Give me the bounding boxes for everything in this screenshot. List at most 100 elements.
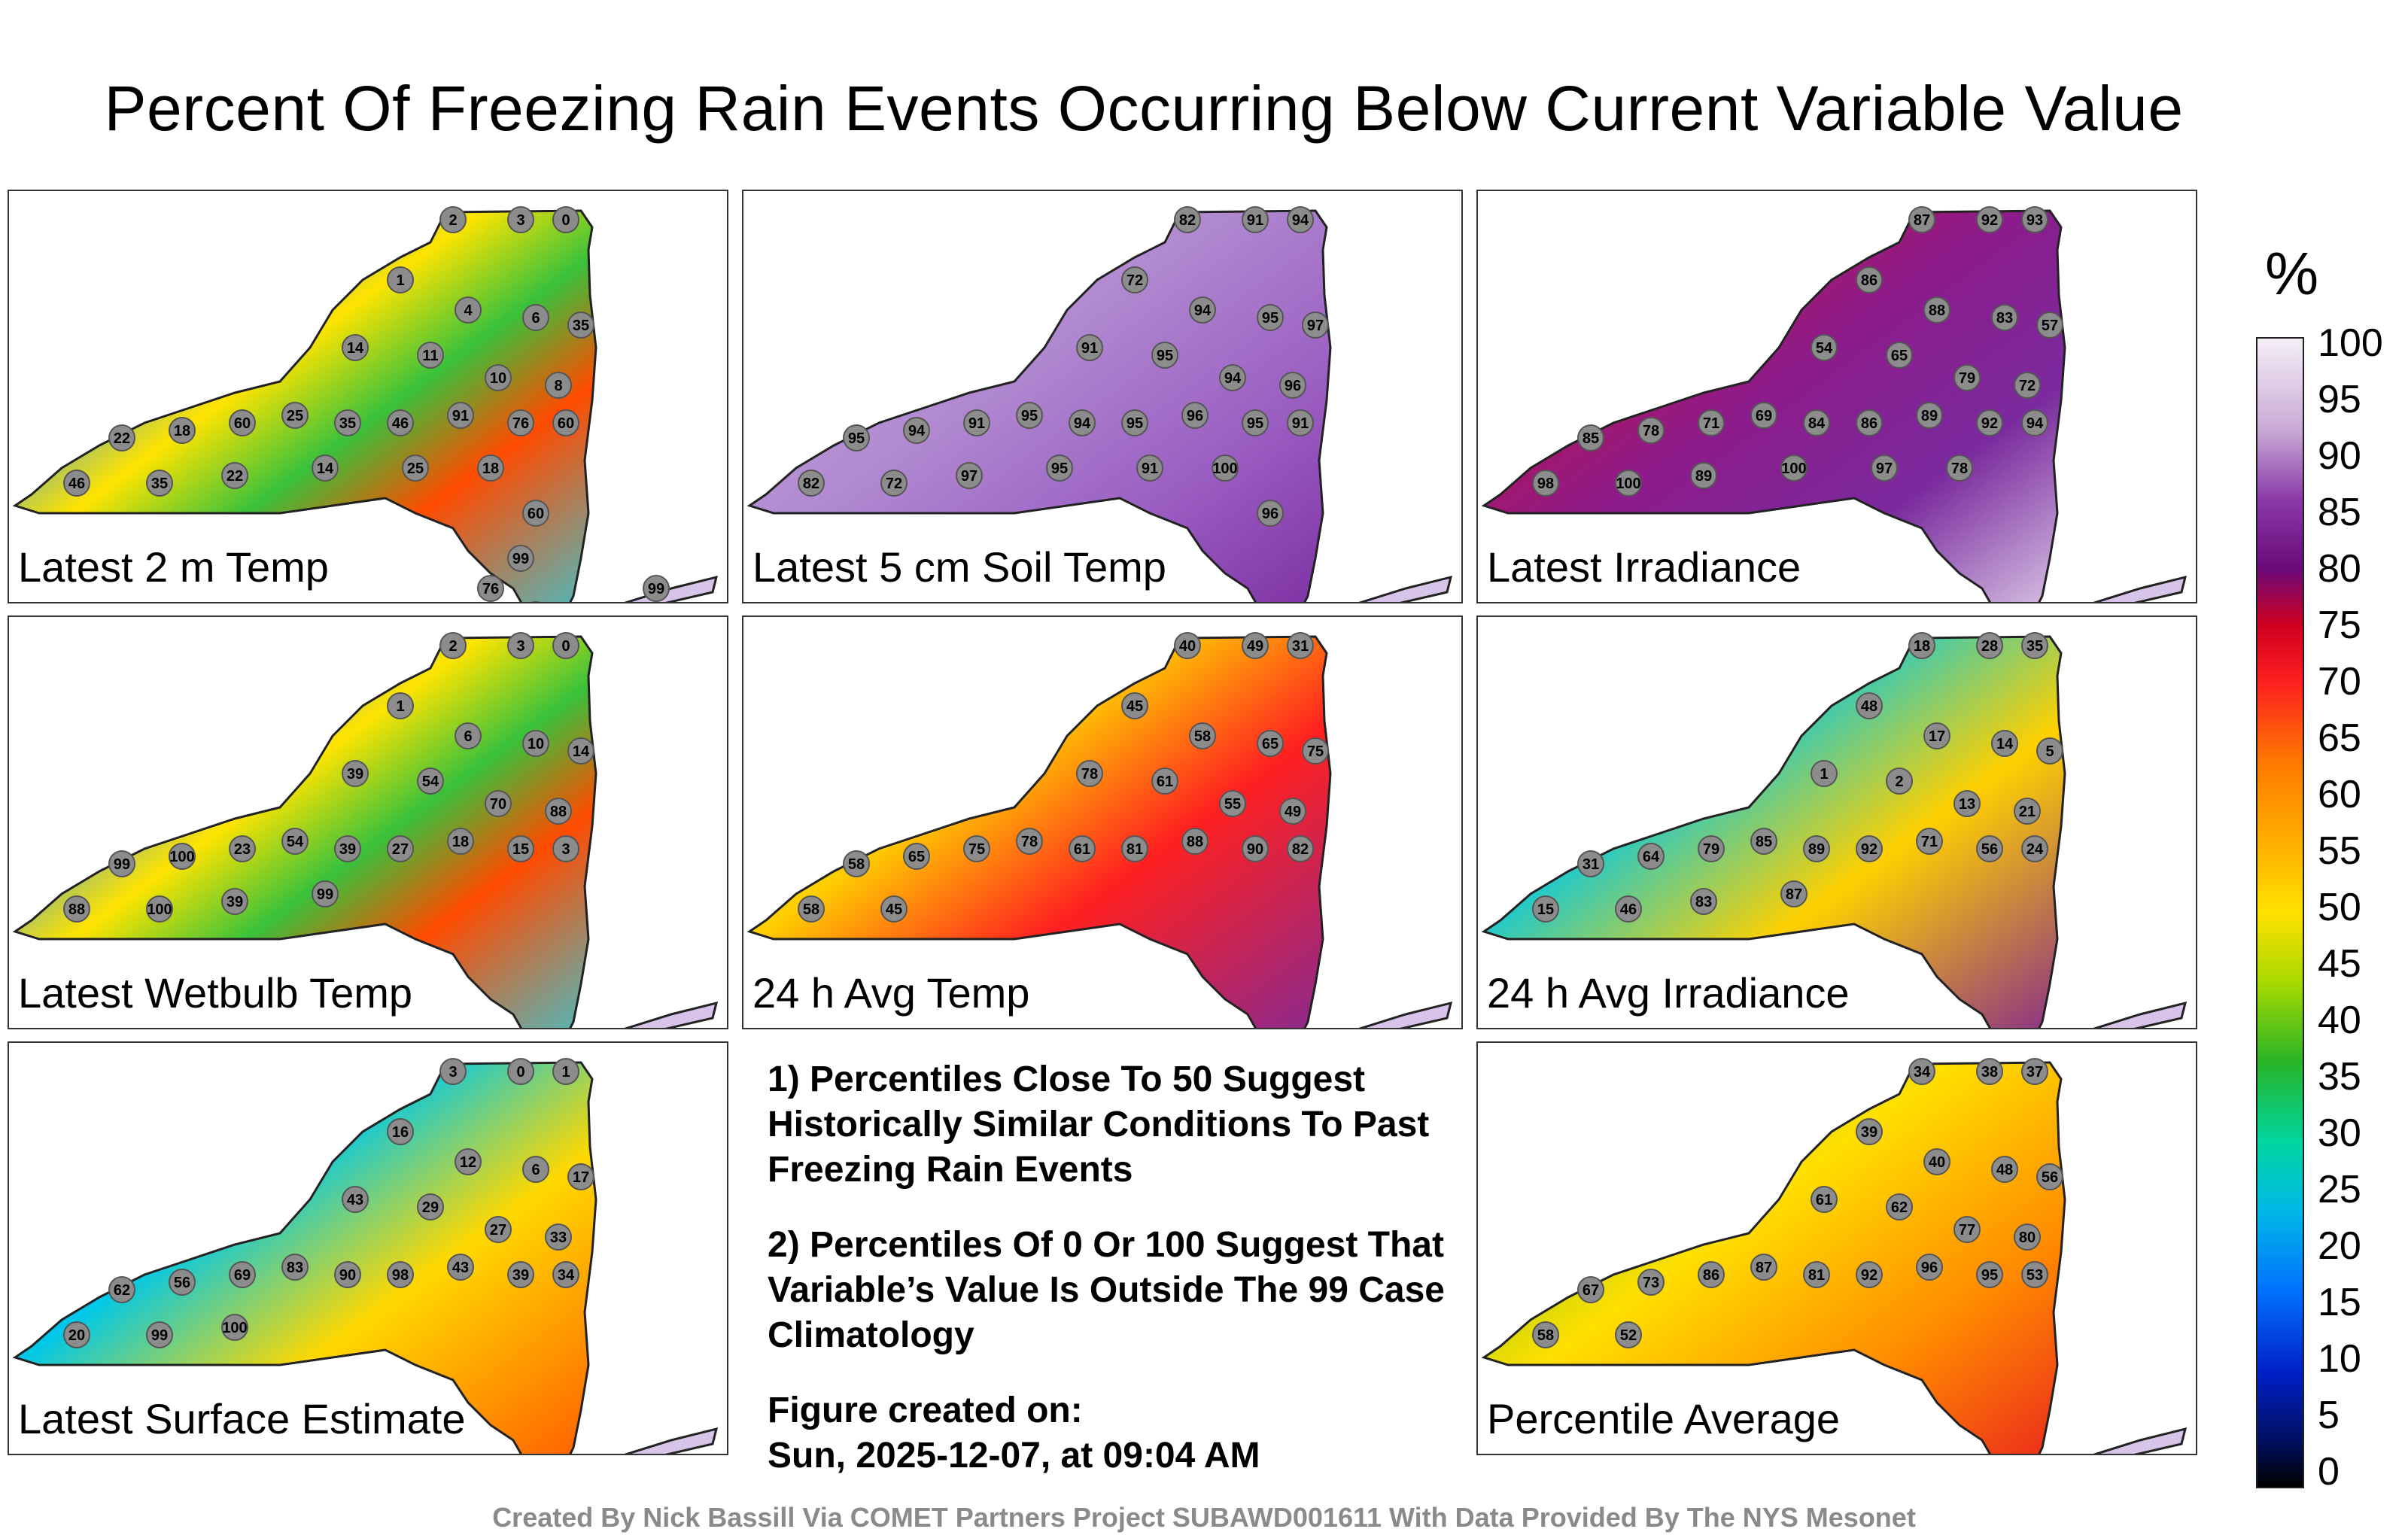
panel-latest-irradiance: 87 92 93 86 88 83 57 54 65 79 72 85 78 71 69 84 86 89 92 94… xyxy=(1476,190,2197,603)
colorbar-tick: 85 xyxy=(2318,491,2361,534)
long-island xyxy=(2093,1427,2188,1454)
station-value: 40 xyxy=(1179,638,1196,655)
station-value: 91 xyxy=(968,415,985,432)
state-outline xyxy=(12,635,597,1028)
station-marker xyxy=(1016,828,1043,855)
station-marker xyxy=(1690,462,1717,489)
station-marker xyxy=(1151,768,1178,795)
station-marker xyxy=(1923,1148,1950,1175)
station-value: 98 xyxy=(392,1267,409,1284)
long-island xyxy=(624,1427,719,1454)
station-value: 92 xyxy=(1981,415,1998,432)
station-value: 71 xyxy=(1703,415,1719,432)
station-marker xyxy=(485,790,512,817)
station-marker xyxy=(1257,304,1284,331)
station-value: 35 xyxy=(2026,638,2043,655)
notes-block: 1) Percentiles Close To 50 Suggest Histo… xyxy=(768,1057,1460,1479)
station-value: 33 xyxy=(550,1230,567,1246)
station-marker xyxy=(312,880,339,907)
station-marker xyxy=(2021,1058,2048,1085)
station-marker xyxy=(387,1261,414,1288)
panel-24h-avg-irradiance: 18 28 35 48 17 14 5 1 2 13 21 31 64 79 85 89 92 71 56 24 15 4… xyxy=(1476,616,2197,1029)
station-value: 78 xyxy=(1081,766,1098,783)
station-marker xyxy=(1287,835,1314,862)
station-value: 0 xyxy=(561,638,570,655)
station-marker xyxy=(387,409,414,436)
station-marker xyxy=(334,409,361,436)
station-value: 73 xyxy=(1643,1275,1659,1291)
station-marker xyxy=(342,334,369,361)
station-value: 89 xyxy=(1921,408,1938,424)
station-marker xyxy=(1871,454,1898,482)
station-marker xyxy=(2021,409,2048,436)
station-value: 16 xyxy=(392,1124,409,1141)
station-value: 0 xyxy=(516,1064,524,1081)
station-marker xyxy=(1069,409,1096,436)
station-value: 31 xyxy=(1292,638,1309,655)
station-value: 58 xyxy=(1194,728,1211,745)
station-marker xyxy=(1803,409,1830,436)
station-value: 1 xyxy=(561,1064,570,1081)
station-value: 65 xyxy=(1262,736,1278,752)
station-marker xyxy=(1242,835,1269,862)
station-value: 70 xyxy=(490,796,506,813)
station-marker xyxy=(507,1261,534,1288)
state-outline xyxy=(1481,209,2066,602)
station-marker xyxy=(1189,296,1216,324)
station-marker xyxy=(1076,334,1103,361)
colorbar-tick: 45 xyxy=(2318,942,2361,986)
station-marker xyxy=(1242,409,1269,436)
station-value: 92 xyxy=(1861,841,1877,858)
station-marker xyxy=(798,895,825,923)
station-value: 85 xyxy=(1756,834,1772,850)
station-marker xyxy=(1908,632,1935,659)
station-value: 87 xyxy=(1756,1260,1772,1276)
station-value: 100 xyxy=(169,849,194,865)
station-value: 76 xyxy=(512,415,529,432)
station-marker xyxy=(1856,409,1883,436)
station-marker xyxy=(281,1254,309,1281)
station-marker xyxy=(507,1058,534,1085)
station-marker xyxy=(334,1261,361,1288)
station-value: 52 xyxy=(1620,1327,1637,1344)
station-marker xyxy=(545,372,572,399)
station-marker xyxy=(522,730,549,757)
station-marker xyxy=(108,1276,135,1303)
station-value: 67 xyxy=(1583,1282,1599,1299)
panel-latest-2m-temp: 2 3 0 1 4 6 35 14 11 10 8 22 18 60 25 35 46 91 76 60 46 35 22 1… xyxy=(8,190,728,603)
created-value: Sun, 2025-12-07, at 09:04 AM xyxy=(768,1436,1260,1476)
station-marker xyxy=(1121,835,1148,862)
station-marker xyxy=(552,632,579,659)
station-marker xyxy=(447,828,474,855)
station-value: 46 xyxy=(1620,901,1637,918)
station-marker xyxy=(507,835,534,862)
map-latest-5cm-soil-temp: 82 91 94 72 94 95 97 91 95 94 96 95 94 91 95 94 95 96 95 91… xyxy=(746,206,1453,602)
station-marker xyxy=(956,462,983,489)
station-marker xyxy=(1953,790,1981,817)
station-value: 58 xyxy=(1537,1327,1554,1344)
station-value: 82 xyxy=(1179,212,1196,229)
station-value: 62 xyxy=(1891,1199,1908,1216)
station-value: 88 xyxy=(1929,302,1945,319)
station-marker xyxy=(1532,1321,1559,1348)
panel-label: Percentile Average xyxy=(1487,1395,1841,1442)
station-value: 17 xyxy=(1929,728,1945,745)
station-marker xyxy=(1121,409,1148,436)
station-marker xyxy=(567,312,594,339)
colorbar xyxy=(2256,337,2304,1488)
station-value: 72 xyxy=(1126,272,1143,289)
station-marker xyxy=(1780,880,1808,907)
long-island xyxy=(1358,575,1453,602)
station-value: 77 xyxy=(1959,1222,1975,1239)
station-marker xyxy=(387,266,414,293)
station-marker xyxy=(108,424,135,451)
station-value: 81 xyxy=(1808,1267,1825,1284)
map-latest-surface-estimate: 3 0 1 16 12 6 17 43 29 27 33 62 56 69 83 90 98 43 39 34 20 99… xyxy=(12,1058,719,1454)
station-marker xyxy=(552,409,579,436)
station-value: 91 xyxy=(1142,460,1158,477)
station-marker xyxy=(1750,828,1777,855)
station-marker xyxy=(1953,364,1981,391)
station-marker xyxy=(552,835,579,862)
station-marker xyxy=(1750,402,1777,429)
colorbar-tick: 70 xyxy=(2318,660,2361,704)
